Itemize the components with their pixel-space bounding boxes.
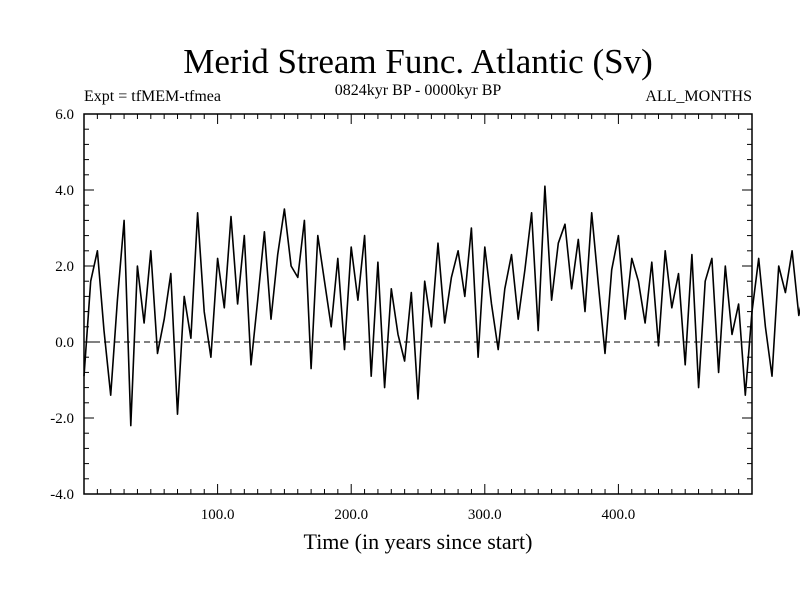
y-tick-label: 2.0: [55, 259, 74, 275]
x-tick-label: 200.0: [334, 507, 368, 523]
chart-title: Merid Stream Func. Atlantic (Sv): [183, 42, 653, 81]
months-label: ALL_MONTHS: [645, 88, 752, 105]
experiment-label: Expt = tfMEM-tfmea: [84, 88, 221, 105]
x-tick-label: 100.0: [201, 507, 235, 523]
x-tick-label: 300.0: [468, 507, 502, 523]
y-tick-label: 0.0: [55, 335, 74, 351]
y-tick-label: 4.0: [55, 183, 74, 199]
time-range-label: 0824kyr BP - 0000kyr BP: [335, 82, 502, 99]
y-tick-label: 6.0: [55, 107, 74, 123]
y-tick-label: -4.0: [50, 487, 74, 503]
x-axis-label: Time (in years since start): [304, 529, 533, 554]
y-tick-label: -2.0: [50, 411, 74, 427]
x-tick-label: 400.0: [602, 507, 636, 523]
plot-area: 100.0 200.0 300.0 400.0 -4.0 -2.0 0.0 2.0 4.0 6.0: [50, 107, 800, 523]
series-line-0: [83, 185, 800, 427]
